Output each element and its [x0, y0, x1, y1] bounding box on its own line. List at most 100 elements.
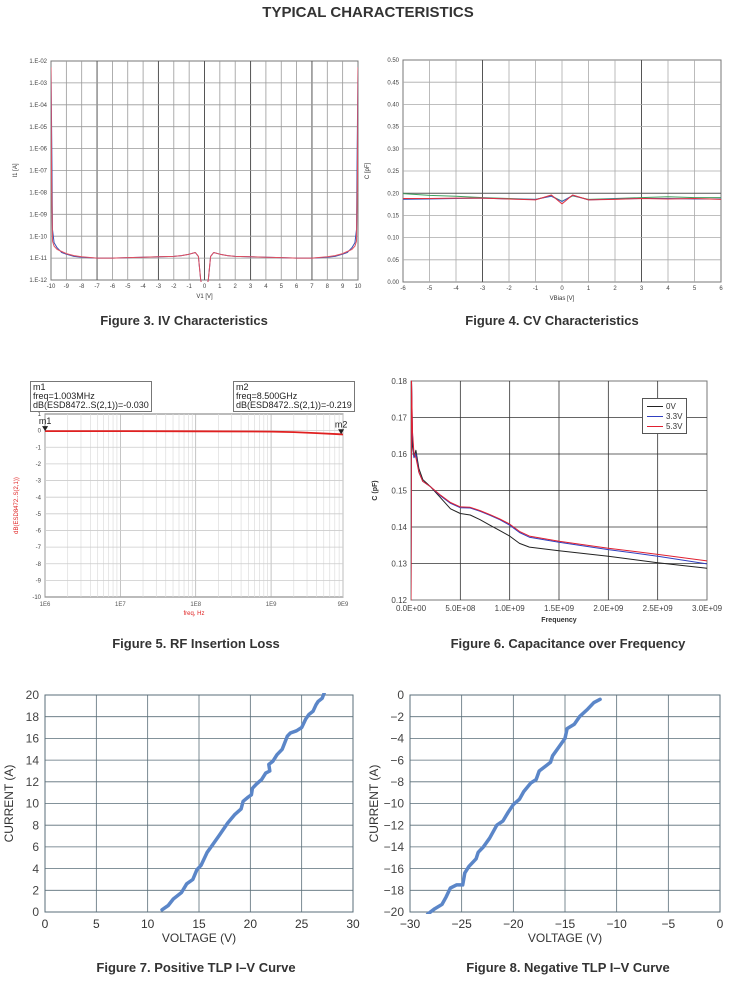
fig7-y-tick-label: 4 [32, 862, 39, 876]
fig8-y-tick-label: −4 [390, 732, 404, 746]
fig8-x-tick-label: −20 [503, 917, 524, 931]
figure-4-caption: Figure 4. CV Characteristics [465, 313, 639, 328]
fig8-y-tick-label: −10 [384, 797, 405, 811]
fig4-x-tick-label: -6 [400, 286, 406, 292]
fig4-y-axis-label: C [pF] [365, 163, 371, 180]
fig5-y-tick-label: -7 [36, 545, 42, 551]
fig8-x-tick-label: −30 [400, 917, 421, 931]
fig5-y-tick-label: -10 [32, 595, 41, 601]
fig8-chart: −30 −25 −20 −15 −10 −5 0−20−18−16−14−12−10−8−6… [367, 688, 724, 945]
fig3-x-tick-label: 1 [218, 284, 222, 290]
fig7-y-tick-label: 16 [26, 732, 40, 746]
fig5-y-tick-label: -6 [36, 529, 42, 535]
fig7-y-axis-label: CURRENT (A) [2, 765, 16, 843]
fig8-x-tick-label: −5 [661, 917, 675, 931]
fig6-y-tick-label: 0.14 [391, 523, 407, 532]
fig8-series-tlp- [425, 697, 602, 914]
legend-label: 5.3V [666, 421, 683, 431]
fig8-y-tick-label: −20 [384, 905, 405, 919]
fig4-y-tick-label: 0.35 [387, 125, 399, 131]
fig3-x-tick-label: -3 [156, 284, 162, 290]
fig3-x-tick-label: -9 [64, 284, 70, 290]
fig3-x-tick-label: -4 [140, 284, 146, 290]
fig7-y-tick-label: 14 [26, 753, 40, 767]
fig7-chart: 0 5 10 15 20 25 30 0 2 4 6 8 10 12 14 16 18 20 VOLTAGE (V)… [2, 688, 360, 945]
fig6-x-tick-label: 3.0E+09 [692, 604, 723, 613]
fig3-x-tick-label: 10 [355, 284, 362, 290]
fig4-x-tick-label: 1 [587, 286, 591, 292]
fig5-y-tick-label: -9 [36, 578, 42, 584]
fig3-y-axis-label: I1 [A] [13, 163, 19, 177]
fig4-chart: -6 -5 -4 -3 -2 -1 0 1 2 3 4 5 6 0.00 0.05 0.10 0.15 0.20 0… [365, 58, 723, 302]
fig8-y-tick-label: −16 [384, 862, 405, 876]
fig4-x-tick-label: 4 [666, 286, 670, 292]
fig5-y-tick-label: -3 [36, 479, 42, 485]
fig5-y-tick-label: -2 [36, 462, 42, 468]
fig4-y-tick-label: 0.25 [387, 169, 399, 175]
fig6-x-tick-label: 1.0E+09 [495, 604, 526, 613]
fig4-x-tick-label: 6 [719, 286, 723, 292]
fig4-x-axis-label: VBias [V] [550, 296, 575, 302]
figure-8-caption: Figure 8. Negative TLP I–V Curve [466, 960, 670, 975]
fig8-y-axis-label: CURRENT (A) [367, 765, 381, 843]
fig5-x-tick-label: 1E9 [266, 602, 277, 608]
fig5-series-s21 [45, 430, 343, 436]
figure-5-caption: Figure 5. RF Insertion Loss [112, 636, 280, 651]
fig7-y-tick-label: 0 [32, 905, 39, 919]
fig5-marker-m1-label: m1 [39, 416, 52, 426]
fig4-x-tick-label: 2 [613, 286, 617, 292]
figure-7-caption: Figure 7. Positive TLP I–V Curve [96, 960, 296, 975]
fig4-x-tick-label: 0 [560, 286, 564, 292]
fig5-plot-area [44, 413, 344, 598]
fig3-x-tick-label: 7 [310, 284, 314, 290]
fig6-y-tick-label: 0.13 [391, 559, 407, 568]
fig5-y-tick-label: 0 [38, 429, 42, 435]
fig7-y-tick-label: 2 [32, 884, 39, 898]
fig7-series-tlp- [160, 693, 327, 912]
fig5-marker-m1-triangle [42, 426, 49, 432]
fig6-x-tick-label: 1.5E+09 [544, 604, 575, 613]
fig5-y-tick-label: -8 [36, 562, 42, 568]
fig3-chart: -10 -9 -8 -7 -6 -5 -4 -3 -2 -1 0 1 2 3 4 5 6 7 8 9 101.E-121… [13, 59, 362, 300]
legend-entry-5v3: 5.3V [647, 421, 682, 431]
fig3-x-tick-label: 4 [264, 284, 268, 290]
fig3-y-tick-label: 1.E-04 [29, 103, 47, 109]
fig7-x-tick-label: 25 [295, 917, 309, 931]
fig3-x-tick-label: 8 [326, 284, 330, 290]
fig8-y-tick-label: −8 [390, 775, 404, 789]
fig3-y-tick-label: 1.E-08 [29, 191, 47, 197]
fig5-y-tick-label: 1 [38, 412, 42, 418]
fig6-x-axis-label: Frequency [541, 617, 577, 624]
fig8-y-tick-label: −18 [384, 884, 405, 898]
fig5-y-tick-label: -4 [36, 495, 42, 501]
fig4-y-tick-label: 0.20 [387, 191, 399, 197]
fig3-x-tick-label: 3 [249, 284, 253, 290]
fig6-chart: 0.0E+00 5.0E+08 1.0E+09 1.5E+09 2.0E+09 2.5E+… [372, 377, 723, 624]
fig4-x-tick-label: 3 [640, 286, 644, 292]
figure-3-caption: Figure 3. IV Characteristics [100, 313, 268, 328]
fig3-x-tick-label: -7 [94, 284, 100, 290]
fig3-y-tick-label: 1.E-03 [29, 81, 47, 87]
fig7-x-tick-label: 10 [141, 917, 155, 931]
fig3-x-tick-label: -8 [79, 284, 85, 290]
fig3-y-tick-label: 1.E-09 [29, 212, 47, 218]
fig6-y-tick-label: 0.18 [391, 377, 407, 386]
fig6-y-tick-label: 0.16 [391, 450, 407, 459]
fig4-x-tick-label: 5 [693, 286, 697, 292]
legend-entry-3v3: 3.3V [647, 411, 682, 421]
fig6-x-tick-label: 0.0E+00 [396, 604, 427, 613]
fig3-x-tick-label: -10 [47, 284, 56, 290]
fig6-x-tick-label: 2.0E+09 [593, 604, 624, 613]
figure-6-caption: Figure 6. Capacitance over Frequency [450, 636, 686, 651]
fig4-x-tick-label: -5 [427, 286, 433, 292]
fig5-x-axis-label: freq, Hz [183, 611, 204, 617]
fig3-series-red [51, 67, 358, 282]
fig3-y-tick-label: 1.E-06 [29, 147, 47, 153]
fig7-y-tick-label: 6 [32, 840, 39, 854]
fig4-y-tick-label: 0.10 [387, 236, 399, 242]
fig4-y-tick-label: 0.40 [387, 103, 399, 109]
fig4-x-tick-label: -2 [506, 286, 512, 292]
fig6-y-tick-label: 0.17 [391, 413, 407, 422]
fig5-x-tick-label: 9E9 [338, 602, 349, 608]
figure-6-legend: 0V 3.3V 5.3V [642, 398, 688, 434]
